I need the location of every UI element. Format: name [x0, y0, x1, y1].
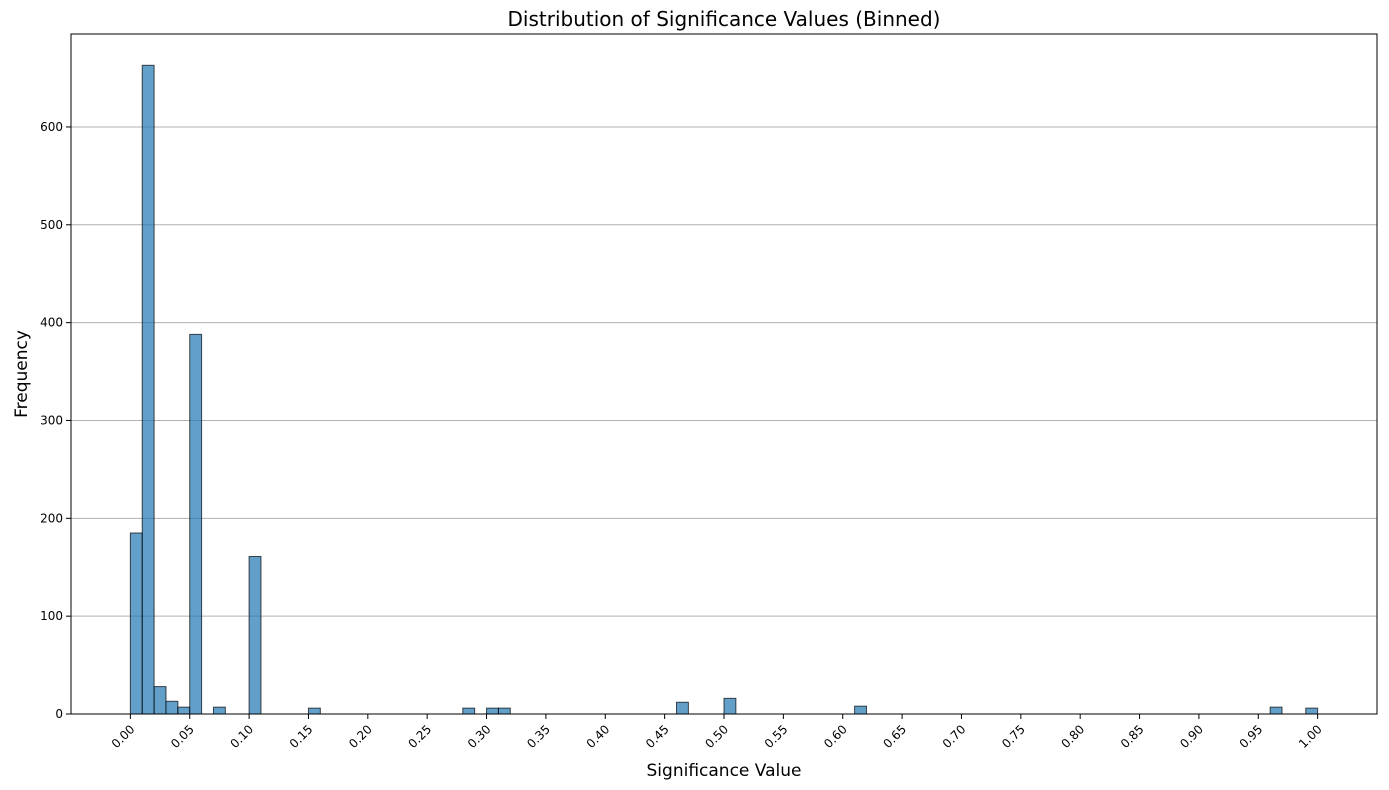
y-tick-label: 200: [40, 511, 63, 525]
histogram-bar: [189, 333, 203, 715]
x-tick-label: 0.00: [109, 722, 138, 751]
x-tick-label: 0.40: [584, 722, 613, 751]
x-tick-label: 0.45: [643, 722, 672, 751]
x-tick-label: 0.50: [702, 722, 731, 751]
x-tick-label: 0.30: [465, 722, 494, 751]
histogram-bar: [212, 706, 226, 715]
x-tick-label: 0.55: [762, 722, 791, 751]
histogram-bar: [676, 701, 689, 715]
x-tick-label: 0.10: [227, 722, 256, 751]
histogram-bar: [486, 707, 499, 715]
x-tick-label: 0.65: [880, 722, 909, 751]
x-tick-label: 0.05: [168, 722, 197, 751]
histogram-bar: [165, 700, 179, 715]
y-tick-label: 300: [40, 413, 63, 427]
x-tick-label: 0.85: [1118, 722, 1147, 751]
x-tick-label: 0.60: [821, 722, 850, 751]
x-tick-label: 0.90: [1177, 722, 1206, 751]
x-tick-label: 1.00: [1296, 722, 1325, 751]
x-axis-label: Significance Value: [647, 761, 802, 781]
histogram-bar: [248, 555, 262, 715]
x-tick-label: 0.70: [940, 722, 969, 751]
histogram-bar: [307, 707, 321, 715]
histogram-bar: [1269, 706, 1283, 715]
y-tick-label: 500: [40, 218, 63, 232]
x-tick-label: 0.25: [406, 722, 435, 751]
x-axis-ticks: 0.00 0.05 0.10 0.15 0.20 0.25 0.30 0.35 0.40 0.45…: [109, 714, 1325, 751]
x-tick-label: 0.20: [346, 722, 375, 751]
histogram-bars: [129, 64, 1319, 715]
histogram-bar: [462, 707, 476, 715]
y-tick-label: 0: [55, 707, 63, 721]
histogram-bar: [723, 697, 737, 715]
y-tick-label: 400: [40, 316, 63, 330]
histogram-bar: [177, 706, 191, 715]
y-gridlines: [71, 126, 1377, 617]
histogram-bar: [141, 64, 155, 715]
x-tick-label: 0.35: [524, 722, 553, 751]
histogram-bar: [854, 705, 867, 715]
histogram-bar: [153, 686, 167, 715]
x-tick-label: 0.95: [1237, 722, 1266, 751]
x-tick-label: 0.15: [287, 722, 316, 751]
x-tick-label: 0.80: [1059, 722, 1088, 751]
y-tick-label: 100: [40, 609, 63, 623]
y-axis-label: Frequency: [12, 330, 32, 418]
histogram-bar: [129, 532, 143, 715]
y-tick-label: 600: [40, 120, 63, 134]
y-axis-ticks: 0 100 200 300 400 500 600: [40, 120, 71, 721]
plot-frame: [70, 33, 1378, 715]
histogram-bar: [497, 707, 511, 715]
histogram-bar: [1305, 707, 1319, 715]
x-tick-label: 0.75: [999, 722, 1028, 751]
chart-title: Distribution of Significance Values (Bin…: [508, 7, 941, 31]
